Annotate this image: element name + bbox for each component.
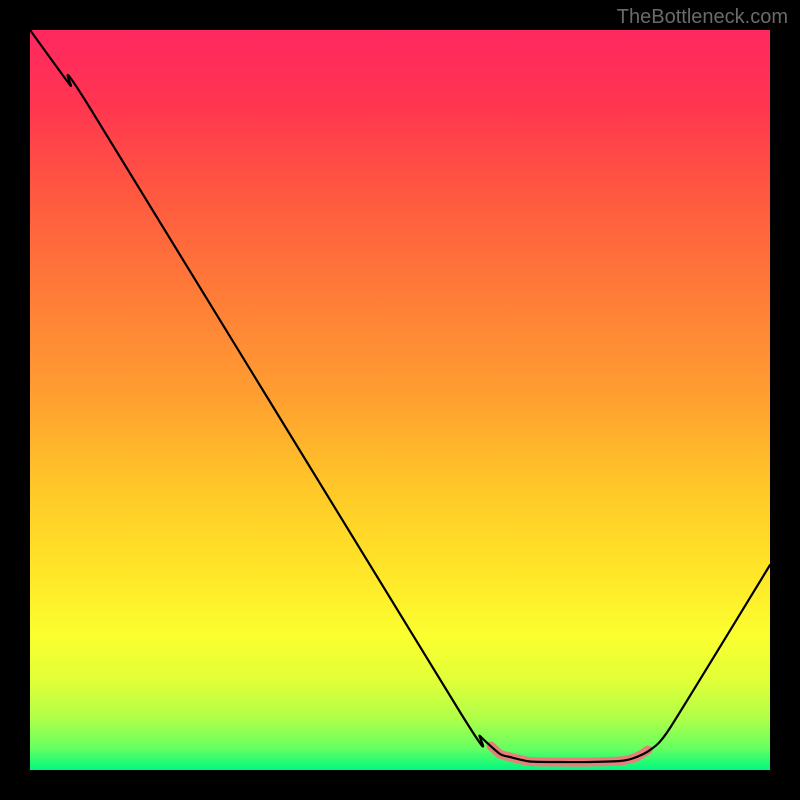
- bottleneck-curve: [30, 30, 770, 762]
- curve-layer: [30, 30, 770, 770]
- chart-area: [30, 30, 770, 770]
- watermark-text: TheBottleneck.com: [617, 6, 788, 29]
